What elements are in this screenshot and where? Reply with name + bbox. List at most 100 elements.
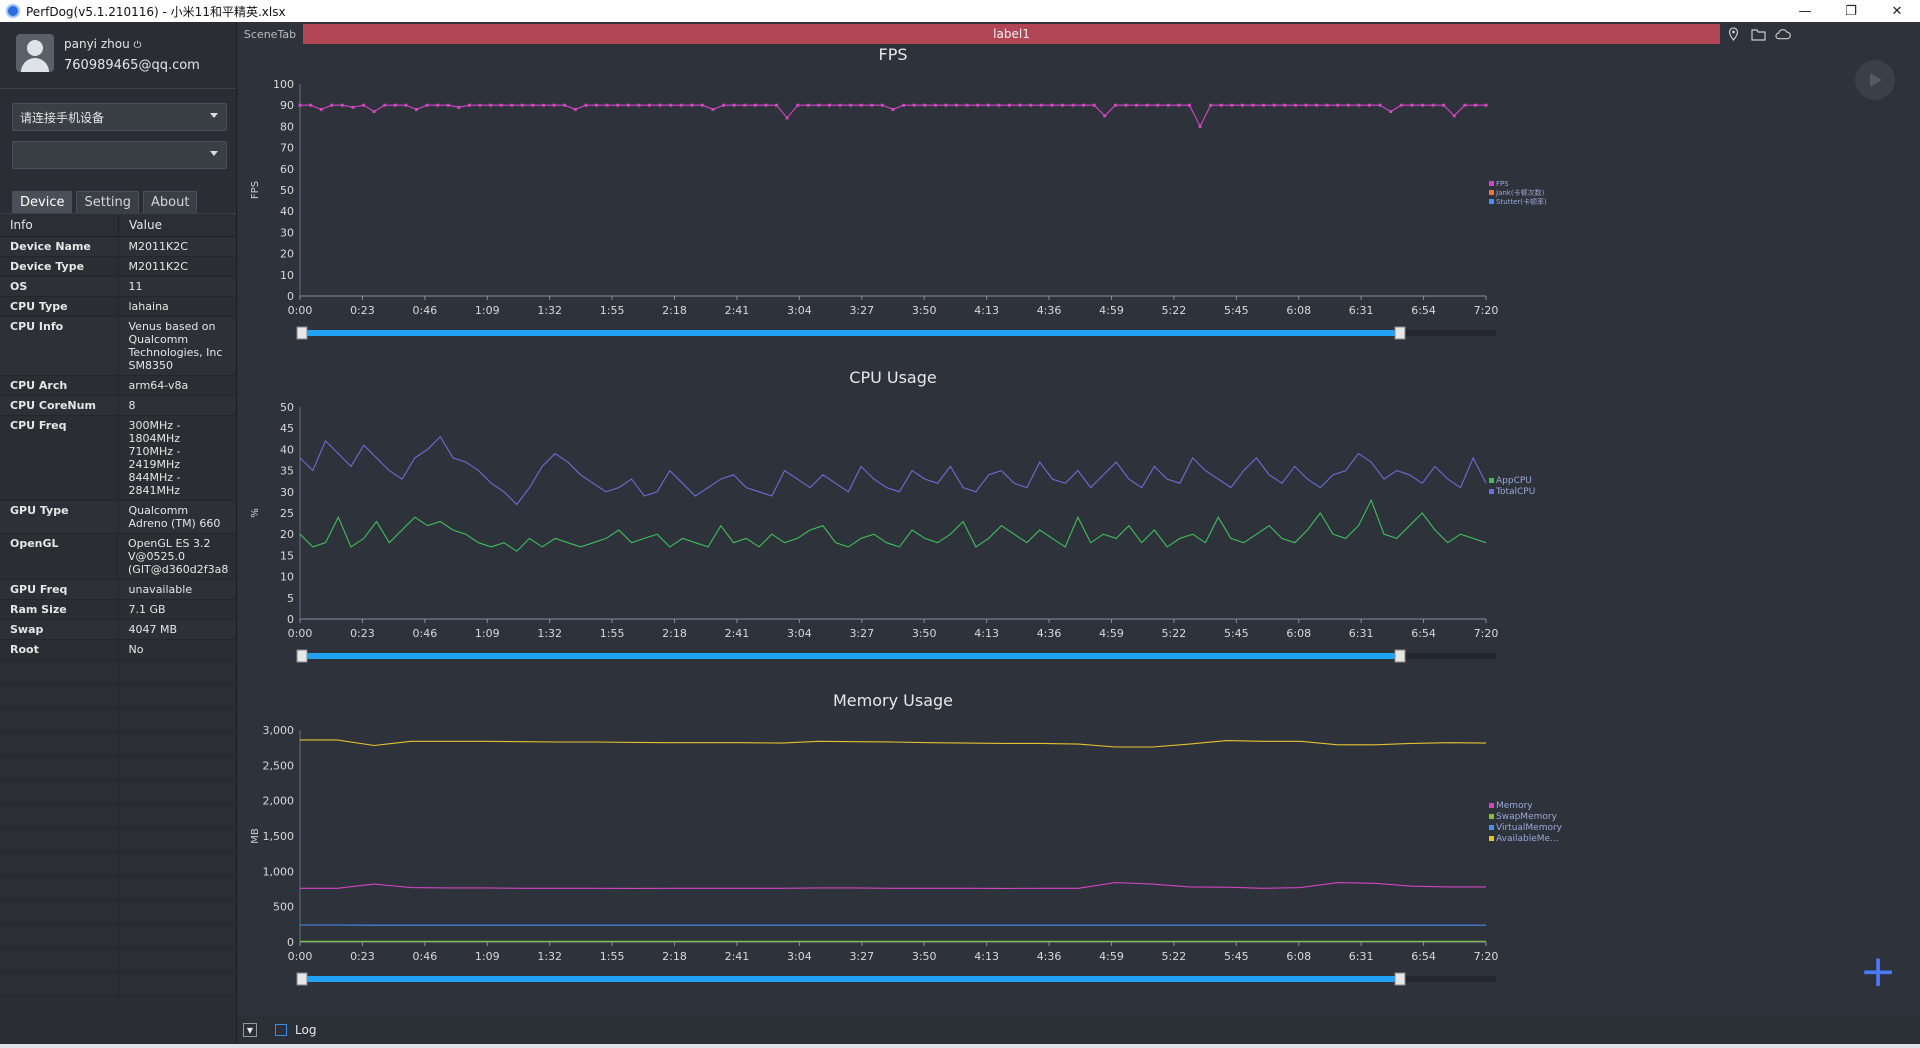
series-point — [436, 103, 440, 107]
series-line-appcpu — [299, 498, 1487, 552]
series-line-totalcpu — [299, 435, 1487, 506]
series-point — [976, 103, 980, 107]
minimize-button[interactable]: — — [1798, 3, 1812, 19]
x-tick-label: 3:50 — [912, 627, 937, 640]
info-value: Venus based on Qualcomm Technologies, In… — [128, 320, 223, 372]
series-point — [1007, 103, 1011, 107]
series-point — [616, 103, 620, 107]
scene-tab[interactable]: SceneTab — [243, 27, 297, 41]
legend-swatch — [1489, 489, 1494, 494]
x-tick-label: 6:54 — [1411, 304, 1436, 317]
folder-icon[interactable] — [1750, 26, 1766, 42]
series-point — [637, 103, 641, 107]
device-select[interactable]: 请连接手机设备 — [12, 103, 227, 131]
series-point — [605, 103, 609, 107]
y-axis-label: FPS — [250, 181, 261, 199]
series-point — [1124, 103, 1128, 107]
label-bar[interactable]: label1 — [303, 24, 1720, 44]
y-tick-label: 50 — [280, 184, 294, 197]
y-axis-label: MB — [250, 828, 261, 844]
play-button[interactable] — [1855, 60, 1895, 100]
series-point — [1230, 103, 1234, 107]
series-point — [425, 103, 429, 107]
tab-device[interactable]: Device — [12, 191, 73, 213]
series-point — [690, 103, 694, 107]
series-point — [330, 103, 334, 107]
log-checkbox[interactable] — [275, 1024, 287, 1036]
y-tick-label: 2,500 — [263, 759, 295, 772]
y-tick-label: 1,000 — [263, 865, 295, 878]
x-tick-label: 1:32 — [537, 304, 562, 317]
zoom-slider-range — [300, 330, 1400, 336]
series-point — [1209, 103, 1213, 107]
info-key: CPU Arch — [0, 376, 119, 395]
series-point — [1378, 103, 1382, 107]
series-point — [626, 103, 630, 107]
chart-panel-2: CPU Usage% 0 5 10 15 20 25 30 35 40 45 50 0:00 0:23 0:… — [250, 368, 1535, 663]
series-point — [372, 110, 376, 114]
x-tick-label: 3:04 — [787, 950, 812, 963]
series-point — [1050, 103, 1054, 107]
info-key: CPU CoreNum — [0, 396, 119, 415]
tab-about[interactable]: About — [143, 191, 198, 213]
x-tick-label: 5:45 — [1224, 627, 1249, 640]
x-tick-label: 2:41 — [725, 950, 750, 963]
x-tick-label: 6:31 — [1349, 950, 1374, 963]
info-row: CPU CoreNum 8 — [0, 396, 236, 416]
series-point — [457, 105, 461, 109]
y-tick-label: 45 — [280, 422, 294, 435]
cloud-icon[interactable] — [1775, 26, 1791, 42]
x-tick-label: 2:41 — [725, 304, 750, 317]
info-header-key: Info — [0, 214, 119, 236]
series-point — [362, 103, 366, 107]
legend-label: TotalCPU — [1495, 487, 1535, 497]
avatar[interactable] — [16, 34, 54, 72]
empty-row — [0, 708, 236, 732]
series-line-memory — [300, 882, 1486, 889]
y-tick-label: 3,000 — [263, 724, 295, 737]
series-point — [1410, 103, 1414, 107]
x-tick-label: 0:46 — [412, 304, 437, 317]
x-tick-label: 5:45 — [1224, 304, 1249, 317]
x-tick-label: 3:50 — [912, 304, 937, 317]
series-point — [997, 103, 1001, 107]
info-row: GPU Freq unavailable — [0, 580, 236, 600]
add-chart-button[interactable]: + — [1859, 946, 1897, 997]
info-key: OpenGL — [0, 534, 118, 579]
series-point — [700, 103, 704, 107]
x-tick-label: 4:59 — [1099, 627, 1124, 640]
empty-row — [0, 900, 236, 924]
close-button[interactable]: ✕ — [1891, 3, 1903, 19]
series-point — [1145, 103, 1149, 107]
x-tick-label: 6:08 — [1286, 950, 1311, 963]
collapse-icon[interactable]: ▼ — [243, 1023, 257, 1037]
empty-row — [0, 660, 236, 684]
x-tick-label: 1:09 — [475, 950, 500, 963]
app-select[interactable] — [12, 141, 227, 169]
restore-button[interactable]: ❐ — [1845, 3, 1857, 19]
info-row: CPU Info Venus based on Qualcomm Technolo… — [0, 317, 236, 376]
series-point — [933, 103, 937, 107]
zoom-handle-right — [1394, 649, 1406, 663]
tab-setting[interactable]: Setting — [76, 191, 140, 213]
series-point — [1473, 103, 1477, 107]
series-point — [775, 103, 779, 107]
y-tick-label: 20 — [280, 528, 294, 541]
series-point — [1283, 103, 1287, 107]
series-point — [1442, 103, 1446, 107]
power-icon[interactable]: ⏻ — [133, 40, 142, 51]
empty-row — [0, 804, 236, 828]
legend-swatch — [1489, 825, 1494, 830]
series-point — [806, 103, 810, 107]
main-panel: SceneTab label1 FPS FPS 0 10 20 30 40 50 60 70 80 9… — [238, 22, 1920, 1048]
series-point — [542, 103, 546, 107]
x-tick-label: 6:54 — [1411, 950, 1436, 963]
series-point — [510, 103, 514, 107]
info-key: GPU Type — [0, 501, 119, 533]
info-value: M2011K2C — [128, 260, 188, 273]
location-icon[interactable] — [1725, 26, 1741, 42]
y-tick-label: 0 — [287, 613, 294, 626]
info-key: GPU Freq — [0, 580, 119, 599]
info-key: CPU Info — [0, 317, 119, 375]
info-value: lahaina — [128, 300, 169, 313]
